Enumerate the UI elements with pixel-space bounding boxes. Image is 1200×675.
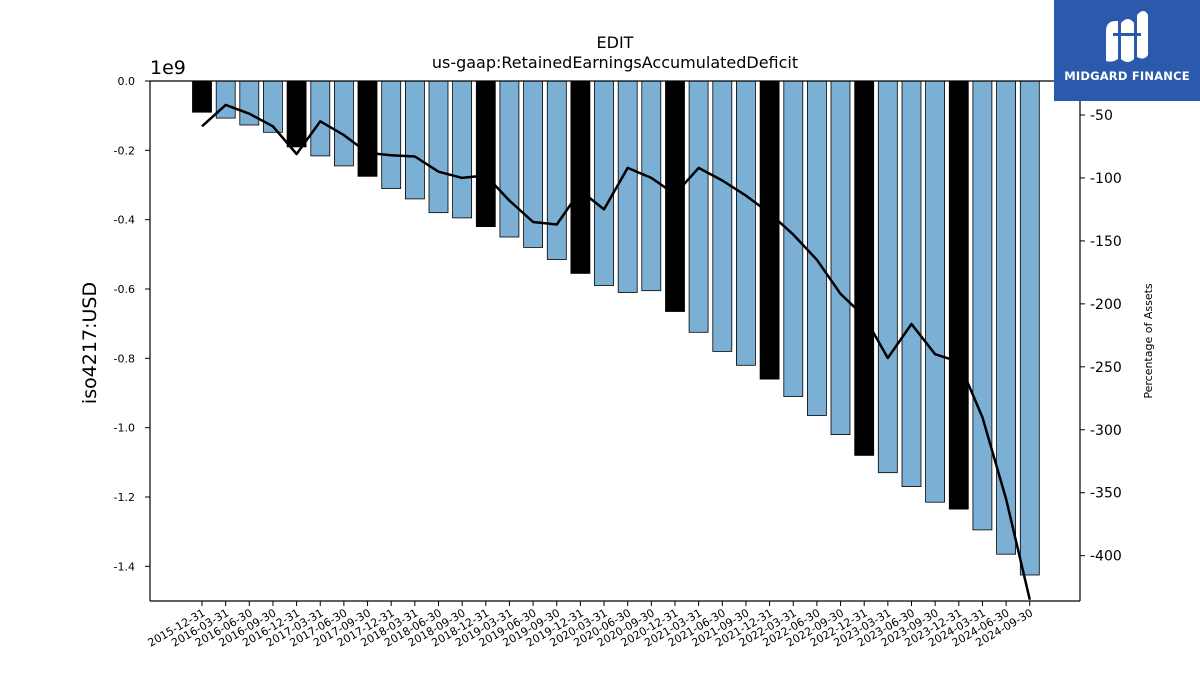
y-tick-label: -1.4 [114, 560, 135, 573]
y2-tick-label: -100 [1090, 171, 1122, 187]
bar-2023-09-30 [925, 80, 945, 503]
y2-tick-label: -400 [1090, 549, 1122, 565]
bar-2016-09-30 [262, 80, 283, 133]
y2-tick-label: -250 [1090, 360, 1122, 376]
bar-2020-06-30 [617, 80, 638, 293]
bar-2022-06-30 [807, 80, 827, 416]
bar-2021-12-31 [759, 80, 780, 380]
y-tick-label: -0.8 [114, 352, 135, 365]
bar-2018-06-30 [428, 80, 449, 214]
bar-2018-12-31 [475, 80, 496, 228]
bar-2019-09-30 [546, 80, 567, 260]
brand-name: MIDGARD FINANCE [1064, 69, 1190, 83]
bar-2021-03-31 [688, 80, 709, 333]
bar-2022-12-31 [854, 80, 875, 456]
y2-tick-label: -200 [1090, 297, 1122, 313]
y-tick-label: -0.2 [114, 144, 135, 157]
bar-2017-09-30 [357, 80, 378, 177]
bar-2022-03-31 [783, 80, 804, 397]
y2-tick-label: -300 [1090, 423, 1122, 439]
bar-2024-03-31 [972, 80, 993, 531]
bar-2024-06-30 [996, 80, 1016, 555]
y-tick-label: -0.6 [114, 283, 135, 296]
brand-mark-icon [1106, 11, 1148, 62]
bar-2020-03-31 [594, 80, 614, 286]
bar-2019-12-31 [570, 80, 591, 274]
bar-2021-09-30 [736, 80, 756, 366]
bar-2017-03-31 [310, 80, 331, 157]
bar-2023-03-31 [877, 80, 898, 474]
bar-2020-09-30 [641, 80, 662, 292]
bar-2018-09-30 [452, 80, 473, 219]
chart-title: EDIT [597, 33, 634, 52]
bar-2024-09-30 [1019, 80, 1040, 576]
y-tick-label: -1.0 [114, 422, 135, 435]
bar-2023-12-31 [948, 80, 969, 510]
bar-2020-12-31 [665, 80, 685, 312]
bar-2017-06-30 [333, 80, 354, 167]
line-series-group [201, 103, 1032, 600]
y-tick-label: -1.2 [114, 491, 135, 504]
chart-subtitle: us-gaap:RetainedEarningsAccumulatedDefic… [432, 53, 798, 72]
bar-2015-12-31 [192, 80, 212, 113]
brand-logo: MIDGARD FINANCE [1054, 0, 1200, 101]
bar-2021-06-30 [712, 80, 733, 352]
percentage-of-assets-line [201, 103, 1032, 600]
y-offset-label: 1e9 [150, 57, 186, 79]
y2-axis-label: Percentage of Assets [1142, 283, 1155, 399]
bar-2023-06-30 [901, 80, 922, 488]
axes-group: 0.0 -0.2 -0.4 -0.6 -0.8 -1.0 -1.2 -1.4 -50 -100 -1… [114, 75, 1122, 650]
y2-tick-label: -150 [1090, 234, 1122, 250]
bar-2016-12-31 [286, 80, 307, 148]
y2-tick-label: -350 [1090, 486, 1122, 502]
bar-2019-03-31 [499, 80, 520, 238]
bar-2022-09-30 [830, 80, 851, 436]
bars-group [192, 80, 1040, 576]
y-axis-label: iso4217:USD [79, 282, 101, 404]
bar-2017-12-31 [381, 80, 402, 189]
y-tick-label: 0.0 [118, 75, 136, 88]
y2-tick-label: -50 [1090, 108, 1113, 124]
bar-2018-03-31 [404, 80, 425, 200]
y-tick-label: -0.4 [114, 214, 135, 227]
